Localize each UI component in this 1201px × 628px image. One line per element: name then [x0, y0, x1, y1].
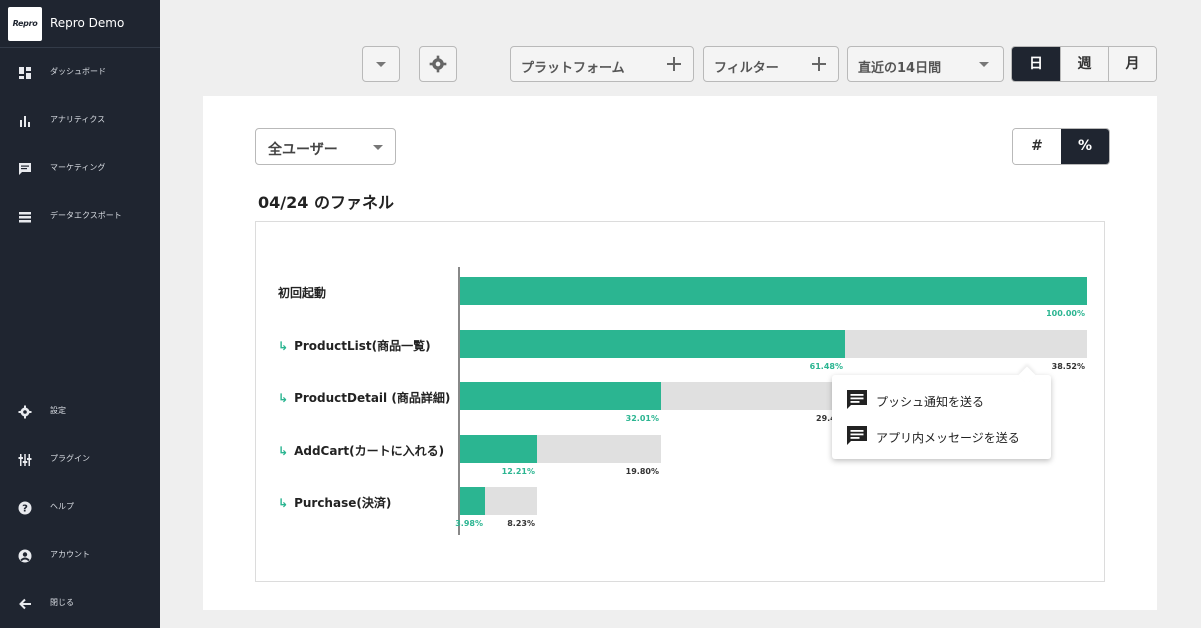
dropdown-button[interactable] [362, 46, 400, 82]
svg-text:?: ? [22, 504, 28, 515]
funnel-step-label: ↳ ProductDetail (商品詳細) [278, 389, 450, 406]
sidebar-item-label: 閉じる [50, 598, 74, 607]
step-arrow-icon: ↳ [278, 496, 289, 510]
display-mode-percent[interactable]: % [1061, 129, 1109, 164]
plus-icon [812, 57, 826, 71]
converted-percent-label: 32.01% [625, 414, 659, 423]
sidebar-item-analytics[interactable]: アナリティクス [0, 106, 160, 136]
chart-axis [458, 267, 460, 535]
granularity-toggle: 日 週 月 [1011, 46, 1157, 82]
sidebar-brand[interactable]: Repro Repro Demo [0, 0, 160, 48]
funnel-converted-bar[interactable] [460, 487, 485, 515]
sidebar-item-label: アカウント [50, 550, 90, 559]
date-range-select[interactable]: 直近の14日間 [847, 46, 1004, 82]
funnel-converted-bar[interactable] [460, 330, 845, 358]
arrow-left-icon [19, 598, 31, 610]
date-range-label: 直近の14日間 [858, 61, 942, 76]
dropoff-percent-label: 8.23% [507, 519, 535, 528]
funnel-chart: 初回起動 100.00% ↳ ProductList(商品一覧) 61.48% 38.52… [255, 221, 1105, 582]
user-segment-select[interactable]: 全ユーザー [255, 128, 396, 165]
app-name: Repro Demo [50, 16, 125, 30]
funnel-step-label: 初回起動 [278, 284, 326, 301]
sidebar-item-help[interactable]: ? ヘルプ [0, 493, 160, 523]
popup-item-label: プッシュ通知を送る [876, 395, 985, 409]
send-push-notification-item[interactable]: プッシュ通知を送る [846, 389, 1036, 413]
action-popup-menu: プッシュ通知を送る アプリ内メッセージを送る [832, 366, 1051, 459]
list-icon [19, 212, 31, 223]
filter-button[interactable]: フィルター [703, 46, 839, 82]
filter-label: フィルター [714, 61, 779, 76]
funnel-title: 04/24 のファネル [258, 193, 394, 212]
settings-button[interactable] [419, 46, 457, 82]
gear-icon [429, 55, 447, 73]
repro-logo: Repro [8, 7, 42, 41]
sidebar: Repro Repro Demo ダッシュボード アナリティクス マーケティング… [0, 0, 160, 628]
bar-chart-icon [20, 116, 30, 127]
sidebar-item-label: 設定 [50, 406, 66, 415]
display-mode-toggle: # % [1012, 128, 1110, 165]
funnel-step-text: ProductDetail (商品詳細) [294, 391, 451, 405]
sidebar-item-label: アナリティクス [50, 115, 106, 124]
granularity-month[interactable]: 月 [1108, 47, 1156, 81]
converted-percent-label: 100.00% [1046, 309, 1085, 318]
dropoff-percent-label: 38.52% [1051, 362, 1085, 371]
message-icon [847, 426, 867, 445]
user-segment-label: 全ユーザー [268, 142, 338, 158]
sidebar-item-label: ヘルプ [50, 502, 74, 511]
sidebar-item-dashboard[interactable]: ダッシュボード [0, 58, 160, 88]
funnel-step-text: AddCart(カートに入れる) [294, 444, 445, 458]
converted-percent-label: 61.48% [809, 362, 843, 371]
chevron-down-icon [373, 145, 383, 150]
sidebar-item-label: プラグイン [50, 454, 90, 463]
funnel-step-text: 初回起動 [278, 286, 327, 300]
sidebar-item-plugins[interactable]: プラグイン [0, 445, 160, 475]
sidebar-item-label: ダッシュボード [50, 67, 106, 76]
account-icon [18, 549, 32, 563]
step-arrow-icon: ↳ [278, 391, 289, 405]
sidebar-item-label: データエクスポート [50, 211, 122, 220]
sidebar-item-account[interactable]: アカウント [0, 541, 160, 571]
chevron-down-icon [979, 62, 989, 67]
funnel-converted-bar[interactable] [460, 277, 1087, 305]
dropoff-percent-label: 29.4 [816, 414, 836, 423]
platform-button[interactable]: プラットフォーム [510, 46, 694, 82]
dropoff-percent-label: 19.80% [625, 467, 659, 476]
display-mode-count[interactable]: # [1013, 129, 1061, 164]
help-icon: ? [18, 501, 32, 515]
funnel-step-label: ↳ AddCart(カートに入れる) [278, 442, 444, 459]
popup-item-label: アプリ内メッセージを送る [876, 431, 1020, 445]
funnel-step-label: ↳ Purchase(決済) [278, 494, 391, 511]
message-icon [847, 390, 867, 409]
sidebar-item-data-export[interactable]: データエクスポート [0, 202, 160, 232]
funnel-step-text: ProductList(商品一覧) [294, 339, 431, 353]
sidebar-item-marketing[interactable]: マーケティング [0, 154, 160, 184]
step-arrow-icon: ↳ [278, 444, 289, 458]
plus-icon [667, 57, 681, 71]
dashboard-icon [19, 67, 31, 79]
converted-percent-label: 12.21% [501, 467, 535, 476]
granularity-week[interactable]: 週 [1060, 47, 1108, 81]
sidebar-item-label: マーケティング [50, 163, 106, 172]
main-panel: 全ユーザー # % 04/24 のファネル 初回起動 100.00% ↳ Produc… [203, 96, 1157, 610]
step-arrow-icon: ↳ [278, 339, 289, 353]
converted-percent-label: 3.98% [455, 519, 483, 528]
chat-icon [19, 163, 31, 175]
sidebar-item-settings[interactable]: 設定 [0, 397, 160, 427]
granularity-day[interactable]: 日 [1012, 47, 1060, 81]
funnel-step-label: ↳ ProductList(商品一覧) [278, 337, 431, 354]
plugin-icon [18, 454, 32, 466]
gear-icon [18, 405, 32, 419]
platform-label: プラットフォーム [521, 61, 625, 76]
chevron-down-icon [376, 62, 386, 67]
send-in-app-message-item[interactable]: アプリ内メッセージを送る [846, 425, 1036, 449]
sidebar-item-close[interactable]: 閉じる [0, 589, 160, 619]
funnel-converted-bar[interactable] [460, 382, 661, 410]
funnel-step-text: Purchase(決済) [294, 496, 392, 510]
funnel-converted-bar[interactable] [460, 435, 537, 463]
